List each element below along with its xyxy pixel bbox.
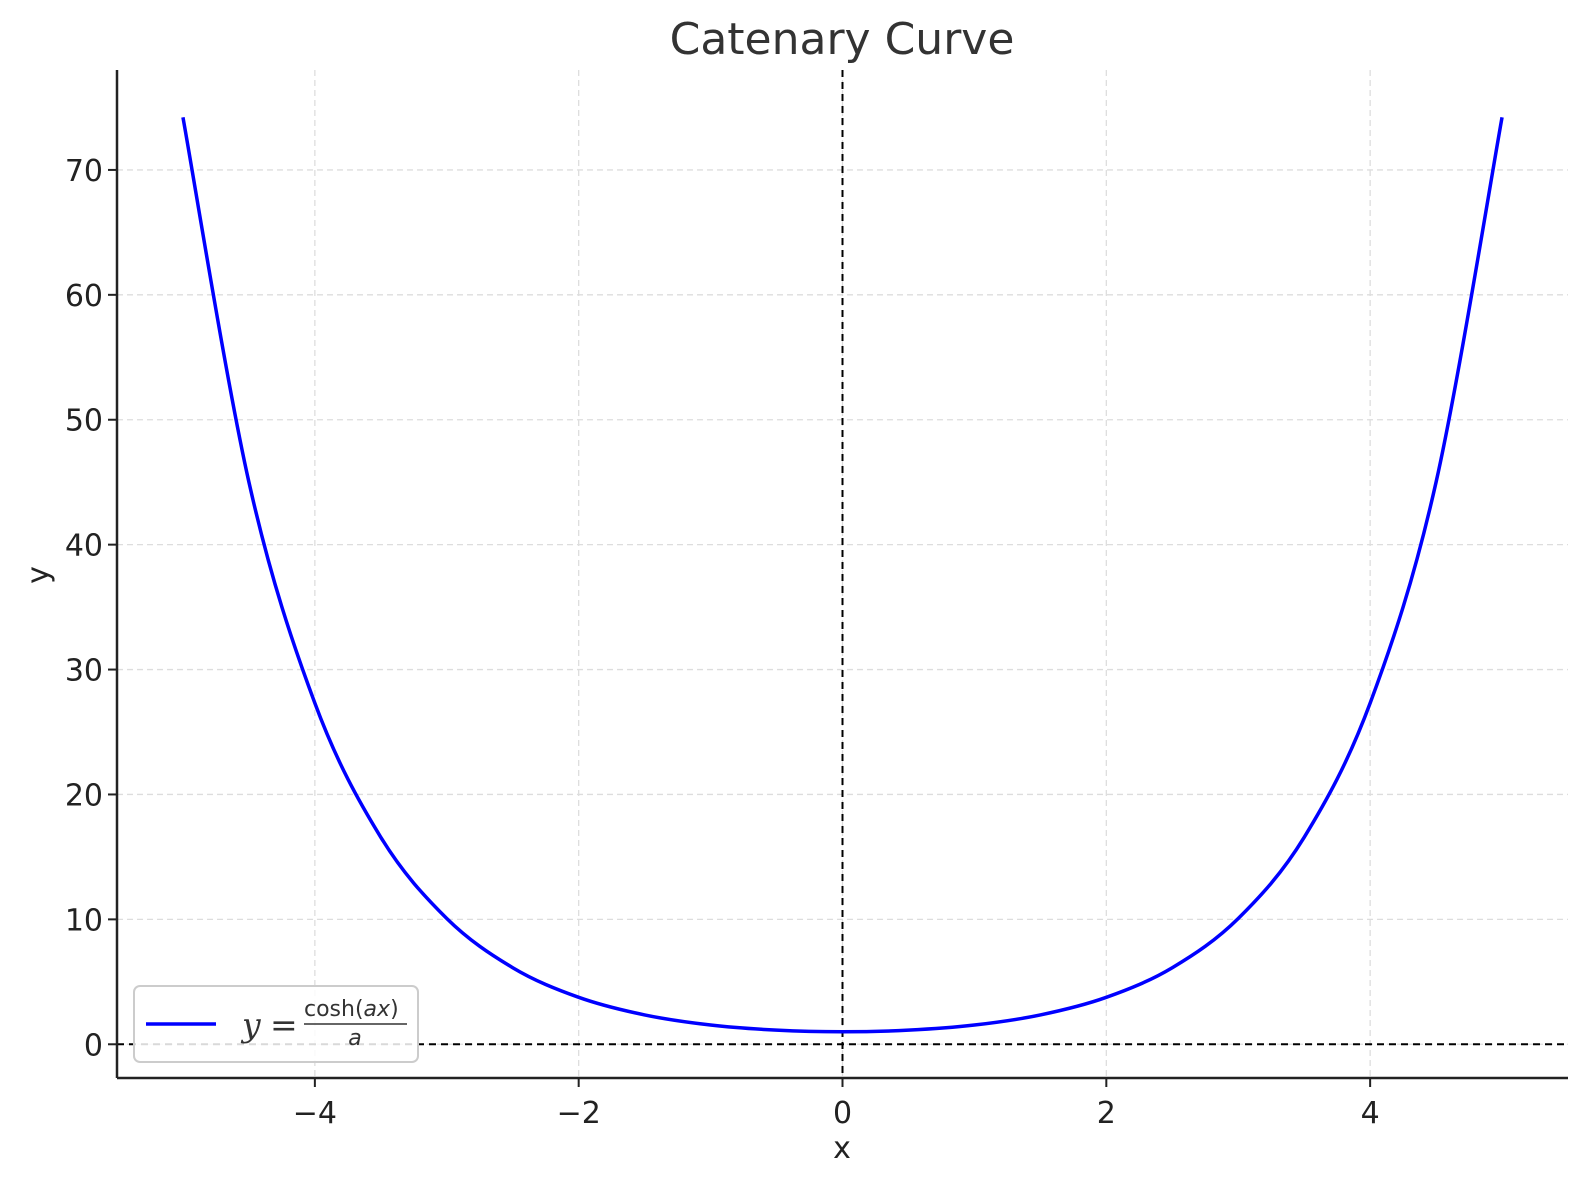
y-tick-label: 30	[65, 654, 103, 689]
y-tick-label: 60	[65, 279, 103, 314]
y-tick-label: 70	[65, 154, 103, 189]
y-tick-label: 20	[65, 778, 103, 813]
x-axis-label: x	[833, 1131, 851, 1166]
chart-title: Catenary Curve	[670, 14, 1015, 65]
x-tick-label: −4	[293, 1096, 337, 1131]
y-tick-label: 50	[65, 404, 103, 439]
legend-label-equals: =	[270, 1005, 298, 1044]
x-tick-label: 2	[1097, 1096, 1116, 1131]
legend-label-numerator: cosh(ax)	[304, 997, 399, 1022]
series-layer	[181, 117, 1504, 1034]
legend-numerator-var: ax	[364, 997, 391, 1022]
legend-label-lhs: y	[240, 1005, 261, 1044]
legend-numerator-close: )	[390, 997, 399, 1022]
series-line-0	[181, 117, 1504, 1034]
x-tick-label: −2	[557, 1096, 601, 1131]
y-axis-label: y	[21, 566, 56, 584]
y-tick-label: 40	[65, 529, 103, 564]
x-tick-label: 4	[1361, 1096, 1380, 1131]
legend-label-denominator: a	[348, 1026, 361, 1051]
x-tick-label: 0	[833, 1096, 852, 1131]
y-tick-label: 10	[65, 903, 103, 938]
legend: y = cosh(ax) a	[133, 985, 419, 1063]
legend-frame	[133, 985, 419, 1063]
y-tick-label: 0	[84, 1028, 103, 1063]
legend-numerator-func: cosh(	[304, 997, 364, 1022]
